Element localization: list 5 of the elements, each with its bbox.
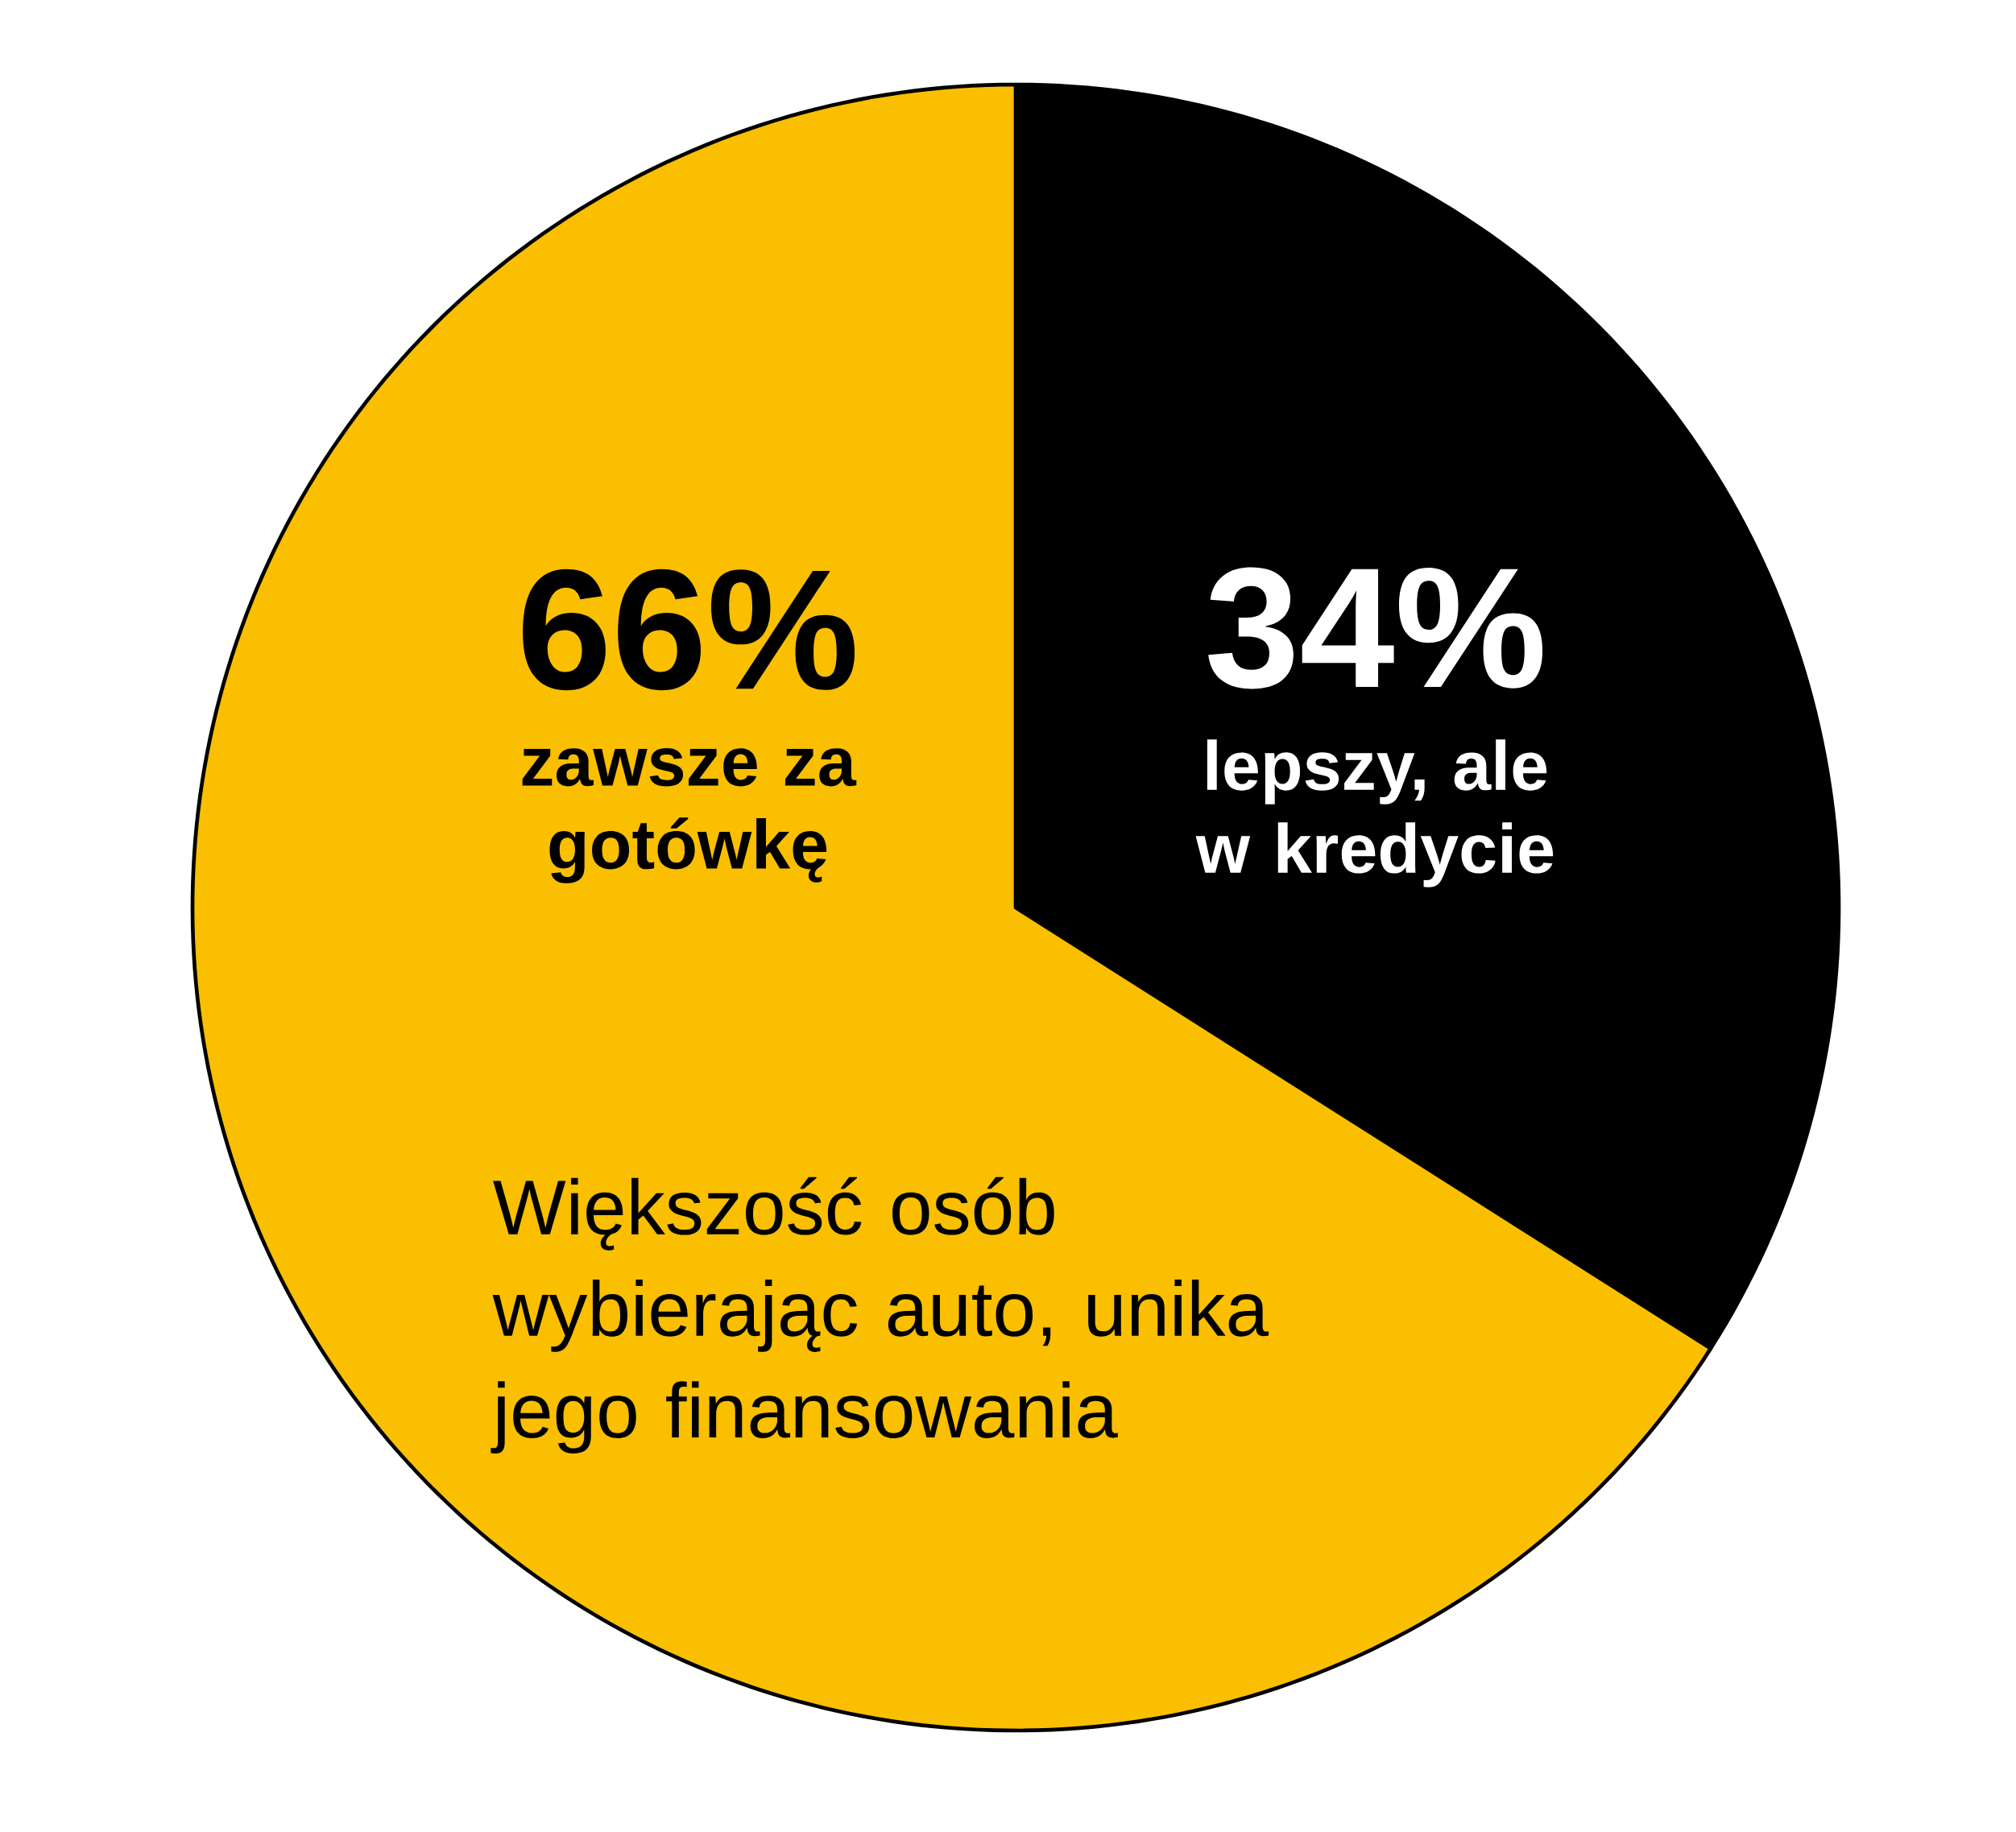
slice-label: lepszy, ale w kredycie: [1195, 739, 1554, 887]
slice-label: zawsze za gotówkę: [522, 748, 857, 883]
text: Większość osób wybierając auto, unika jego finansowania: [491, 1177, 1269, 1454]
data-label: 66%: [523, 569, 855, 691]
data-label: 34%: [1208, 567, 1543, 689]
